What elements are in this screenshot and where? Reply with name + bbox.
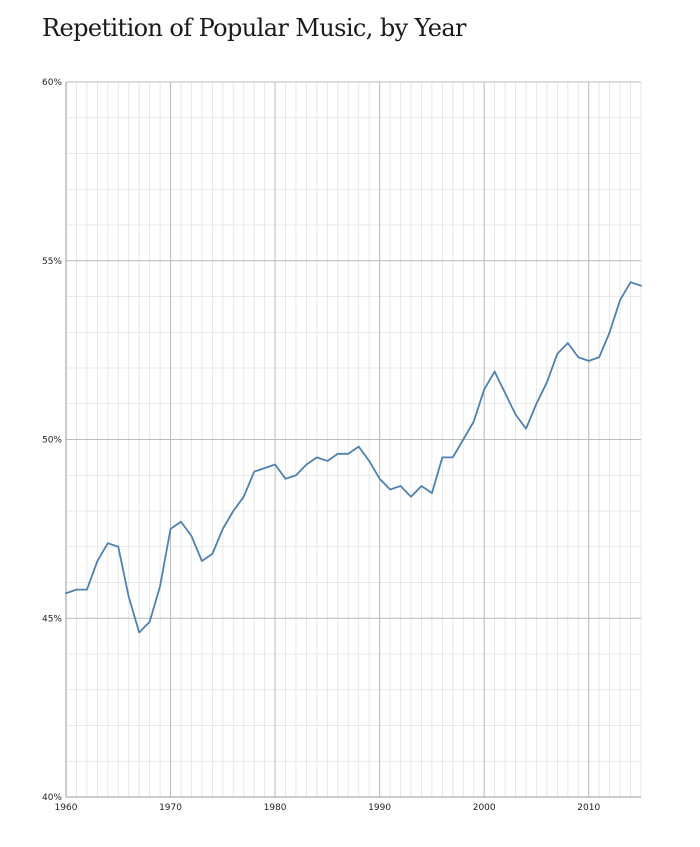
y-tick-label: 45% (42, 614, 62, 624)
major-gridlines (65, 81, 641, 798)
x-tick-label: 2010 (577, 803, 600, 813)
series-group (65, 281, 642, 634)
x-tick-label: 1970 (159, 803, 182, 813)
x-tick-label: 1980 (264, 803, 287, 813)
x-axis: 1960 1970 1980 1990 2000 2010 (55, 796, 641, 813)
y-tick-label: 40% (42, 793, 62, 803)
y-axis: 40% 45% 50% 55% 60% (42, 78, 67, 803)
y-tick-label: 50% (42, 436, 62, 446)
x-tick-label: 1990 (368, 803, 391, 813)
chart-title: Repetition of Popular Music, by Year (42, 14, 467, 42)
series-line (65, 281, 642, 634)
x-tick-label: 2000 (473, 803, 496, 813)
y-tick-label: 60% (42, 78, 62, 88)
y-tick-label: 55% (42, 257, 62, 267)
x-tick-label: 1960 (55, 803, 78, 813)
